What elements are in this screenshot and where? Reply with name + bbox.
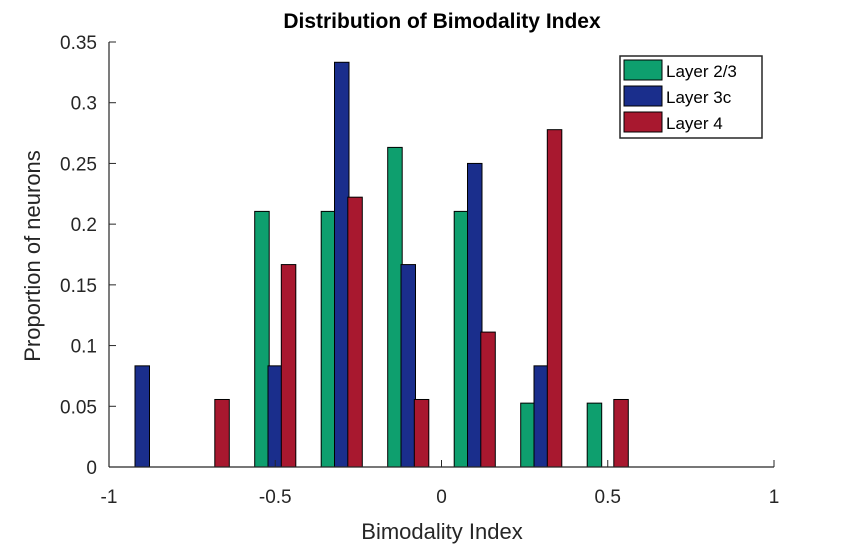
bar-2-2 xyxy=(280,264,297,468)
bar-1-4 xyxy=(400,264,416,468)
bar-1-2 xyxy=(267,365,283,468)
bar-1-6 xyxy=(533,365,549,468)
y-tick-label-5: 0.25 xyxy=(60,154,97,175)
bar-1-3 xyxy=(334,61,350,468)
x-tick-label-0: -1 xyxy=(101,487,118,508)
x-tick-label-4: 1 xyxy=(769,487,780,508)
bar-1-0 xyxy=(134,365,150,468)
bar-0-6 xyxy=(520,402,536,468)
bar-0-7 xyxy=(586,402,603,468)
y-tick-label-7: 0.35 xyxy=(60,33,97,54)
bar-2-7 xyxy=(613,398,629,468)
bar-0-4 xyxy=(387,146,403,468)
x-tick-label-3: 0.5 xyxy=(595,487,621,508)
x-tick-label-2: 0 xyxy=(436,487,447,508)
bar-1-5 xyxy=(467,162,483,468)
bar-2-4 xyxy=(413,398,430,468)
legend-swatch-2 xyxy=(623,111,663,133)
legend-label-0: Layer 2/3 xyxy=(666,62,737,81)
bar-2-5 xyxy=(480,331,496,468)
ticks-group: 0 0.05 0.1 0.15 0.2 0.25 0.3 0.35 -1 -0.5 0 0.5 1 xyxy=(60,33,779,508)
bar-0-3 xyxy=(320,210,337,468)
chart-title: Distribution of Bimodality Index xyxy=(283,10,601,33)
x-axis-label: Bimodality Index xyxy=(361,519,522,544)
legend: Layer 2/3 Layer 3c Layer 4 xyxy=(619,55,763,139)
bar-0-2 xyxy=(254,210,270,468)
y-tick-label-6: 0.3 xyxy=(71,94,97,115)
bar-2-1 xyxy=(214,398,230,468)
legend-swatch-1 xyxy=(623,85,663,107)
bar-0-5 xyxy=(453,210,470,468)
y-tick-label-0: 0 xyxy=(86,458,97,479)
legend-label-2: Layer 4 xyxy=(666,114,723,133)
y-tick-label-4: 0.2 xyxy=(71,215,97,236)
y-tick-label-2: 0.1 xyxy=(71,337,97,358)
y-tick-label-3: 0.15 xyxy=(60,276,97,297)
bars-group xyxy=(134,61,629,468)
legend-label-1: Layer 3c xyxy=(666,88,732,107)
y-axis-label: Proportion of neurons xyxy=(20,150,45,362)
x-tick-label-1: -0.5 xyxy=(259,487,292,508)
bar-2-6 xyxy=(546,129,563,468)
bar-2-3 xyxy=(347,196,363,468)
legend-swatch-0 xyxy=(623,59,663,81)
y-tick-label-1: 0.05 xyxy=(60,397,97,418)
